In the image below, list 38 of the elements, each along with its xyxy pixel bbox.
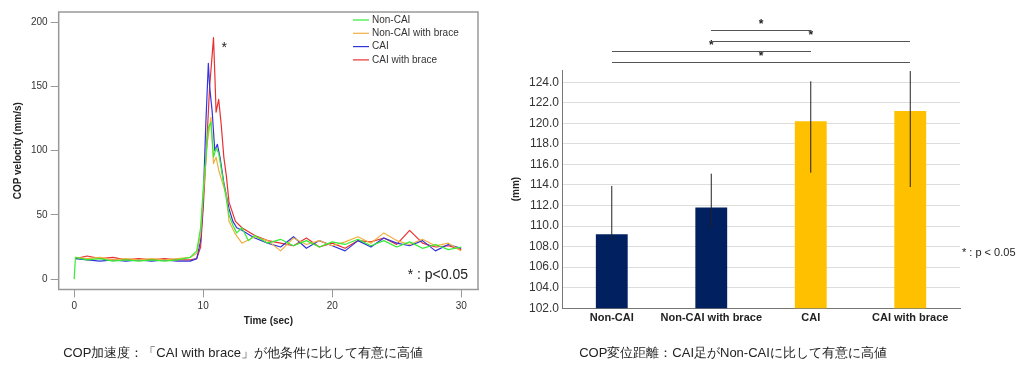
x-tick-label: Non-CAI (589, 310, 634, 323)
y-tick-label: 108.0 (529, 238, 560, 253)
y-tick-label: 50 (36, 208, 49, 220)
y-tick-label: 0 (42, 272, 49, 284)
y-tick-label: 200 (31, 16, 49, 28)
annotation: * (221, 38, 228, 55)
y-tick-label: 120.0 (529, 115, 560, 130)
y-tick-label: 100 (31, 144, 49, 156)
text: COP加速度：「CAI with brace」が他条件に比して有意に高値 (63, 344, 423, 360)
legend-label: CAI (372, 40, 389, 52)
y-tick-label: 116.0 (529, 156, 560, 171)
y-tick-label: 150 (31, 80, 49, 92)
y-tick-label: 104.0 (529, 279, 560, 294)
y-axis-title: (mm) (509, 176, 521, 202)
x-tick-label: 10 (197, 300, 210, 312)
x-tick-label: 0 (71, 300, 78, 312)
annotation: * : p<0.05 (407, 266, 469, 283)
x-tick-label: 30 (455, 300, 468, 312)
legend-label: CAI with brace (372, 53, 438, 65)
legend-label: Non-CAI with brace (372, 27, 460, 39)
x-tick-label: CAI with brace (872, 310, 949, 323)
x-tick-label: CAI (801, 310, 821, 323)
y-tick-label: 124.0 (529, 74, 560, 89)
x-tick-label: Non-CAI with brace (660, 310, 762, 323)
y-tick-label: 110.0 (529, 218, 560, 233)
x-axis-title: Time (sec) (243, 315, 293, 327)
y-tick-label: 122.0 (529, 95, 560, 110)
text: * (758, 17, 764, 31)
y-tick-label: 102.0 (529, 300, 560, 315)
y-tick-label: 106.0 (529, 259, 560, 274)
legend-label: Non-CAI (372, 13, 411, 25)
text: * : p < 0.05 (962, 246, 1016, 259)
y-axis-title: COP velocity (mm/s) (11, 102, 23, 200)
text: COP変位距離：CAI足がNon-CAIに比して有意に高値 (579, 344, 887, 360)
x-tick-label: 20 (326, 300, 339, 312)
y-tick-label: 112.0 (529, 197, 560, 212)
y-tick-label: 118.0 (529, 136, 560, 151)
y-tick-label: 114.0 (529, 177, 560, 192)
